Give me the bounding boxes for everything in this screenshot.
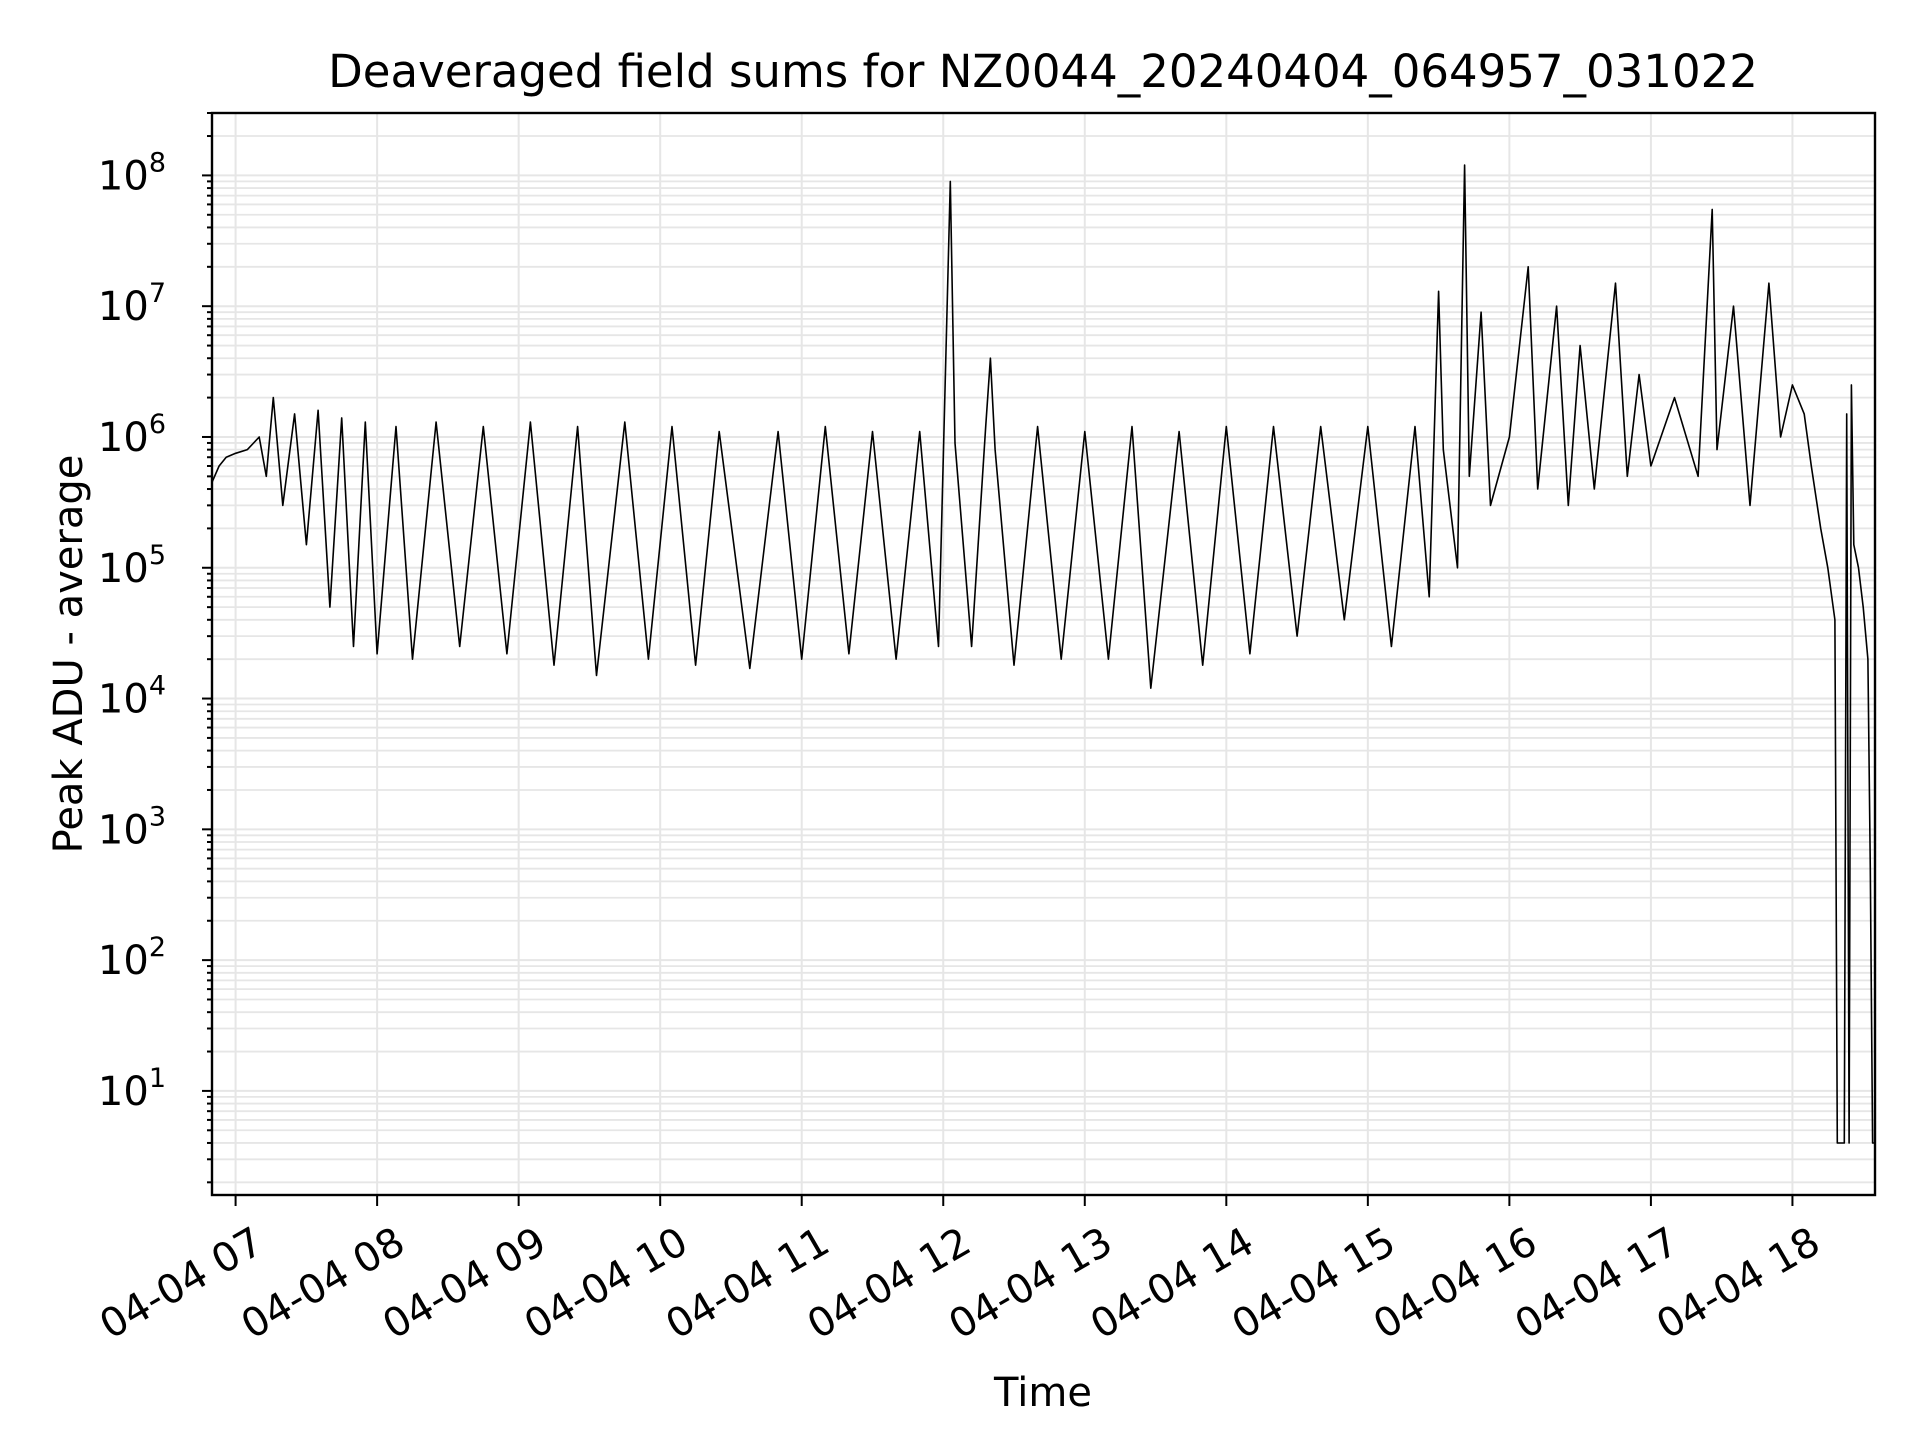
- x-axis-label: Time: [993, 1370, 1092, 1416]
- y-tick-label: 102: [98, 932, 166, 984]
- y-tick-label: 104: [98, 671, 166, 723]
- series-layer: [211, 164, 1875, 1144]
- y-tick-label: 105: [98, 540, 166, 592]
- plot-frame: [210, 111, 1877, 1197]
- y-tick-label: 108: [98, 147, 166, 199]
- y-tick-label: 107: [98, 278, 166, 330]
- y-tick-label: 101: [98, 1063, 166, 1115]
- series-line-0: [211, 164, 1875, 1144]
- chart-title: Deaveraged field sums for NZ0044_2024040…: [328, 45, 1758, 98]
- y-axis-label: Peak ADU - average: [46, 455, 92, 854]
- y-tick-label: 106: [98, 409, 166, 461]
- grid: [212, 112, 1875, 1195]
- y-tick-label: 103: [98, 801, 166, 853]
